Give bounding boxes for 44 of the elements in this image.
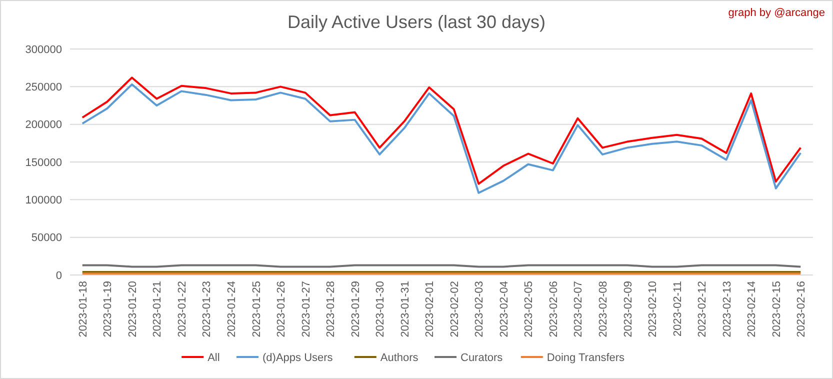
x-tick-label: 2023-02-02 xyxy=(448,281,461,338)
x-tick-label: 2023-01-24 xyxy=(226,281,238,338)
x-tick-label: 2023-02-12 xyxy=(696,281,709,338)
x-tick-label: 2023-01-27 xyxy=(300,281,312,338)
x-tick-label: 2023-02-10 xyxy=(647,281,660,338)
y-tick-label: 100000 xyxy=(25,194,62,207)
y-tick-label: 150000 xyxy=(25,156,62,169)
x-tick-label: 2023-02-08 xyxy=(597,281,610,338)
chart-title: Daily Active Users (last 30 days) xyxy=(287,12,546,32)
x-tick-label: 2023-01-25 xyxy=(250,281,263,338)
text: graph by @arcange xyxy=(728,7,825,19)
x-tick-label: 2023-01-23 xyxy=(201,281,214,338)
y-tick-label: 200000 xyxy=(25,119,62,132)
x-tick-label: 2023-02-04 xyxy=(498,281,510,338)
x-tick-label: 2023-02-03 xyxy=(474,281,486,338)
y-tick-label: 300000 xyxy=(25,44,62,56)
x-tick-label: 2023-01-30 xyxy=(374,281,387,338)
legend-label: Curators xyxy=(460,352,504,364)
x-tick-label: 2023-02-11 xyxy=(672,281,684,336)
x-tick-label: 2023-01-20 xyxy=(126,281,139,338)
x-tick-label: 2023-02-01 xyxy=(424,281,436,338)
y-tick-label: 50000 xyxy=(31,232,62,244)
y-tick-label: 0 xyxy=(56,270,62,282)
x-tick-label: 2023-01-29 xyxy=(350,281,362,338)
x-tick-label: 2023-02-14 xyxy=(746,281,758,338)
x-tick-label: 2023-01-28 xyxy=(325,281,338,338)
y-tick-label: 250000 xyxy=(25,82,62,94)
x-tick-label: 2023-01-31 xyxy=(399,281,412,338)
x-tick-label: 2023-02-06 xyxy=(548,281,560,338)
x-tick-label: 2023-01-22 xyxy=(176,281,188,338)
x-tick-label: 2023-02-13 xyxy=(721,281,734,338)
x-tick-label: 2023-02-09 xyxy=(622,281,634,338)
x-tick-label: 2023-01-18 xyxy=(77,281,90,338)
x-tick-label: 2023-02-15 xyxy=(770,281,783,338)
x-tick-label: 2023-01-26 xyxy=(276,281,288,338)
legend-label: Authors xyxy=(380,352,419,364)
x-tick-label: 2023-02-16 xyxy=(796,281,808,338)
legend-label: (d)Apps Users xyxy=(262,352,334,364)
legend-label: Doing Transfers xyxy=(546,352,626,364)
x-tick-label: 2023-02-05 xyxy=(523,281,536,338)
x-tick-label: 2023-02-07 xyxy=(572,281,585,338)
legend-label: All xyxy=(208,352,220,364)
x-tick-label: 2023-01-21 xyxy=(152,281,164,338)
x-tick-label: 2023-01-19 xyxy=(102,281,114,338)
